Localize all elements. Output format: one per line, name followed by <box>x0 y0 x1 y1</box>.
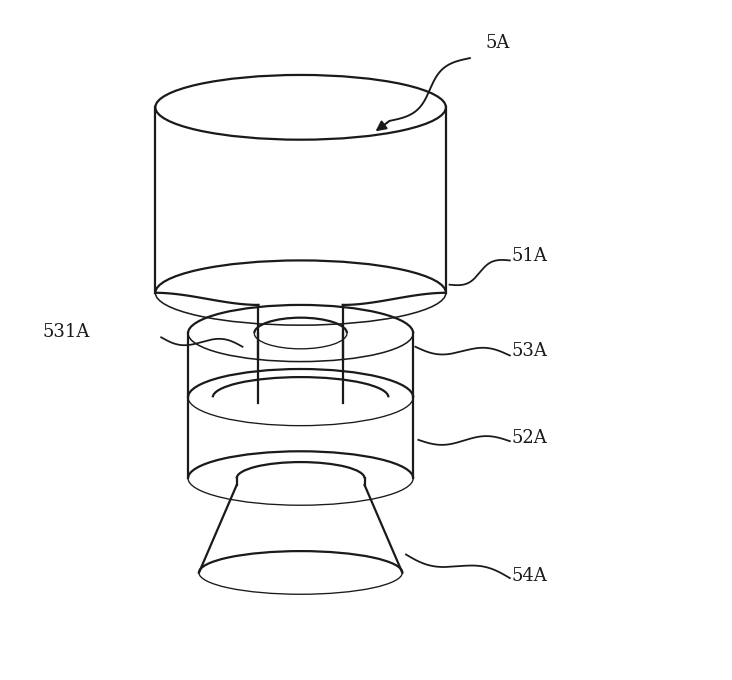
Text: 53A: 53A <box>511 343 547 360</box>
Text: 52A: 52A <box>511 429 547 447</box>
Text: 54A: 54A <box>511 567 547 585</box>
Text: 531A: 531A <box>42 323 90 341</box>
Text: 5A: 5A <box>486 34 510 52</box>
Text: 51A: 51A <box>511 247 547 265</box>
